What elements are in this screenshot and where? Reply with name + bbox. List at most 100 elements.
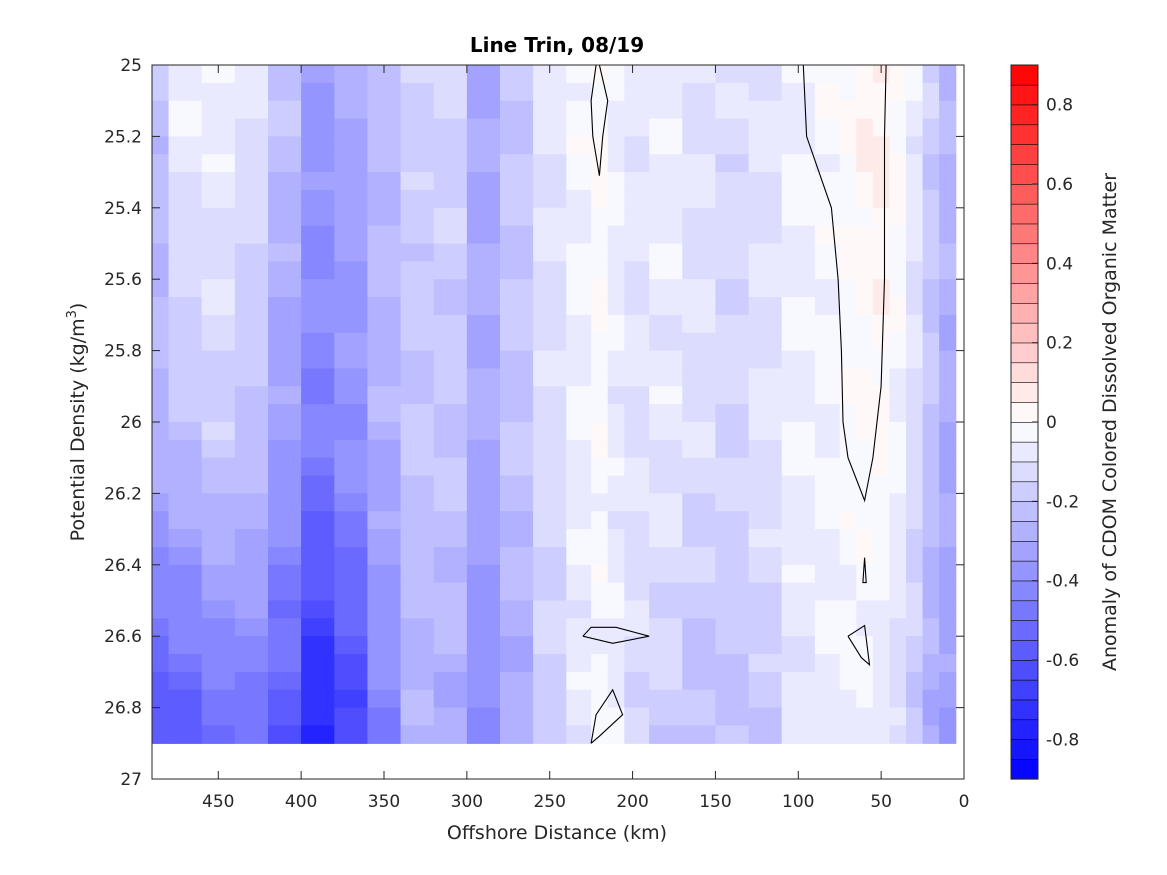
contour-cell <box>682 493 717 512</box>
contour-cell <box>939 422 957 441</box>
contour-cell <box>814 279 841 298</box>
contour-cell <box>566 707 592 727</box>
contour-cell <box>367 207 402 227</box>
contour-cell <box>301 511 335 530</box>
contour-cell <box>201 582 236 602</box>
contour-cell <box>268 725 302 744</box>
contour-cell <box>433 189 468 209</box>
contour-cell <box>715 511 750 530</box>
contour-cell <box>334 475 369 494</box>
contour-cell <box>334 493 369 512</box>
contour-cell <box>367 654 402 673</box>
contour-cell <box>566 207 592 227</box>
contour-cell <box>649 314 683 334</box>
contour-cell <box>168 350 203 370</box>
contour-cell <box>624 422 650 441</box>
contour-cell <box>922 511 940 530</box>
contour-cell <box>566 404 592 423</box>
contour-cell <box>301 350 335 370</box>
contour-cell <box>367 422 402 441</box>
contour-cell <box>856 529 874 548</box>
contour-cell <box>682 172 717 191</box>
contour-fill-area <box>152 65 957 744</box>
contour-cell <box>715 297 750 316</box>
contour-cell <box>814 386 841 405</box>
contour-cell <box>500 618 534 637</box>
contour-cell <box>433 314 468 334</box>
contour-cell <box>814 600 841 619</box>
contour-cell <box>201 136 236 155</box>
contour-cell <box>168 546 203 566</box>
contour-cell <box>433 404 468 423</box>
contour-cell <box>939 100 957 120</box>
contour-cell <box>607 671 625 691</box>
contour-cell <box>433 671 468 691</box>
contour-cell <box>201 475 236 494</box>
contour-cell <box>466 529 501 548</box>
colorbar-level <box>1010 203 1039 225</box>
colorbar-tick-label: -0.6 <box>1046 651 1079 671</box>
contour-cell <box>889 529 907 548</box>
contour-cell <box>715 689 750 709</box>
contour-cell <box>781 671 816 691</box>
contour-cell <box>922 314 940 334</box>
contour-cell <box>872 189 891 209</box>
contour-cell <box>466 297 501 316</box>
contour-cell <box>839 225 857 245</box>
contour-cell <box>301 100 335 120</box>
contour-cell <box>624 725 650 744</box>
contour-cell <box>500 529 534 548</box>
contour-cell <box>781 314 816 334</box>
x-tick-label: 300 <box>451 792 483 812</box>
contour-cell <box>201 154 236 173</box>
contour-cell <box>566 189 592 209</box>
contour-cell <box>400 689 435 709</box>
contour-cell <box>152 671 170 691</box>
contour-cell <box>607 225 625 245</box>
contour-cell <box>168 225 203 245</box>
contour-cell <box>939 600 957 619</box>
y-tick-label: 25.6 <box>104 270 142 290</box>
contour-cell <box>334 207 369 227</box>
contour-cell <box>649 564 683 584</box>
colorbar-tick-label: 0 <box>1046 413 1057 433</box>
contour-cell <box>856 404 874 423</box>
contour-cell <box>856 546 874 566</box>
contour-cell <box>682 582 717 602</box>
contour-cell <box>906 279 924 298</box>
contour-cell <box>168 422 203 441</box>
contour-cell <box>781 136 816 155</box>
contour-cell <box>682 279 717 298</box>
contour-cell <box>201 546 236 566</box>
contour-cell <box>839 582 857 602</box>
contour-cell <box>682 546 717 566</box>
contour-cell <box>814 439 841 459</box>
contour-cell <box>872 671 891 691</box>
contour-cell <box>334 100 369 120</box>
contour-cell <box>268 636 302 655</box>
contour-cell <box>906 546 924 566</box>
contour-cell <box>334 261 369 280</box>
contour-cell <box>301 493 335 512</box>
contour-cell <box>872 725 891 744</box>
contour-cell <box>268 529 302 548</box>
contour-cell <box>152 207 170 227</box>
contour-cell <box>607 422 625 441</box>
contour-cell <box>268 457 302 477</box>
contour-cell <box>301 422 335 441</box>
contour-cell <box>268 404 302 423</box>
contour-cell <box>682 600 717 619</box>
contour-cell <box>922 636 940 655</box>
contour-cell <box>748 564 783 584</box>
contour-cell <box>400 475 435 494</box>
contour-cell <box>334 546 369 566</box>
contour-cell <box>433 332 468 352</box>
contour-cell <box>922 582 940 602</box>
contour-cell <box>201 172 236 191</box>
contour-cell <box>591 261 609 280</box>
x-tick-label: 450 <box>202 792 234 812</box>
contour-cell <box>906 314 924 334</box>
contour-cell <box>682 511 717 530</box>
contour-cell <box>649 404 683 423</box>
contour-cell <box>624 100 650 120</box>
